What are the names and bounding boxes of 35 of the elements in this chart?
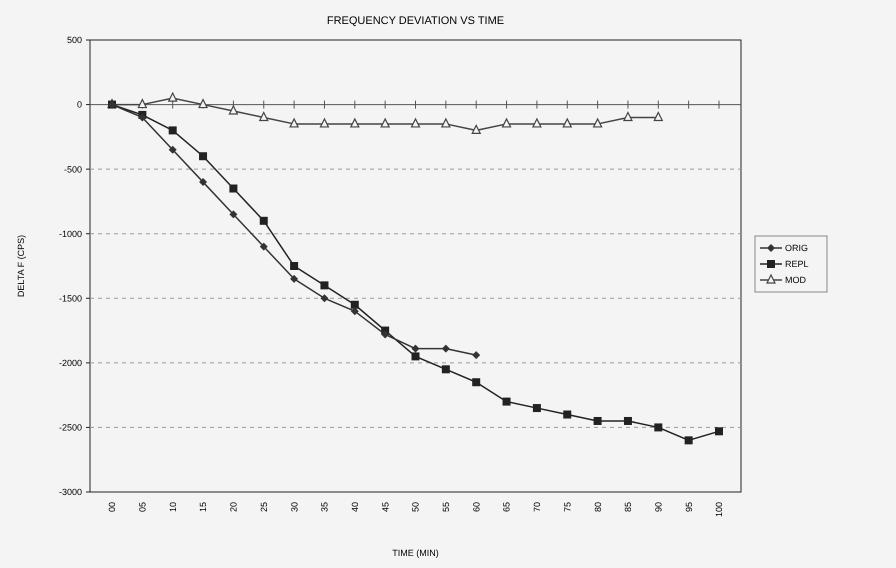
chart-title: FREQUENCY DEVIATION VS TIME xyxy=(326,15,504,27)
x-tick-label: 95 xyxy=(684,502,694,512)
x-tick-label: 50 xyxy=(410,502,421,512)
x-tick-label: 55 xyxy=(441,502,451,512)
y-axis-title: DELTA F (CPS) xyxy=(16,234,26,298)
x-tick-label: 30 xyxy=(289,502,300,512)
x-tick-label: 45 xyxy=(380,502,390,512)
y-tick-label: 500 xyxy=(66,35,82,46)
x-tick-label: 15 xyxy=(198,502,208,512)
x-tick-label: 60 xyxy=(471,502,482,512)
x-tick-label: 35 xyxy=(320,502,330,512)
x-tick-label: 25 xyxy=(258,502,269,512)
y-tick-label: -2500 xyxy=(58,422,82,433)
x-tick-label: 75 xyxy=(562,502,572,512)
legend-label: ORIG xyxy=(785,243,808,254)
x-tick-label: 05 xyxy=(138,502,148,512)
y-tick-label: -1500 xyxy=(58,293,82,304)
x-axis-title: TIME (MIN) xyxy=(392,548,439,558)
x-tick-label: 40 xyxy=(350,502,360,512)
x-tick-label: 85 xyxy=(623,502,634,512)
y-tick-label: -2000 xyxy=(58,358,82,368)
x-tick-label: 10 xyxy=(168,502,178,512)
y-tick-label: -1000 xyxy=(58,228,82,239)
legend-label: MOD xyxy=(785,275,806,286)
y-tick-label: 0 xyxy=(76,100,82,110)
y-tick-label: -500 xyxy=(64,164,82,174)
x-tick-label: 20 xyxy=(228,502,239,512)
x-tick-label: 90 xyxy=(653,502,664,512)
y-tick-label: -3000 xyxy=(58,487,82,498)
x-tick-label: 65 xyxy=(502,502,512,512)
x-tick-label: 100 xyxy=(714,502,724,518)
legend-label: REPL xyxy=(785,259,809,270)
x-tick-label: 70 xyxy=(532,502,542,512)
x-tick-label: 00 xyxy=(107,502,118,512)
x-tick-label: 80 xyxy=(592,502,603,512)
